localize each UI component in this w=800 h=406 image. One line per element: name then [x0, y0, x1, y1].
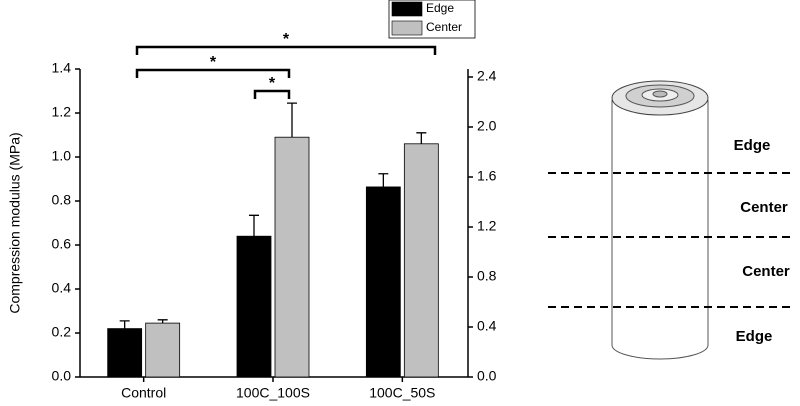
diagram-labels: Edge Center Center Edge	[734, 137, 790, 345]
y2-tick-label: 0.0	[477, 368, 497, 384]
bar	[107, 328, 143, 378]
legend-label: Edge	[426, 1, 454, 15]
dividers	[548, 172, 790, 308]
cylinder-body	[611, 100, 709, 360]
legend-swatch	[391, 1, 423, 17]
bar	[365, 186, 401, 378]
y-axis-label: Compression modulus (MPa)	[7, 132, 23, 313]
y-tick-label: 1.4	[52, 60, 72, 76]
significance-label: *	[269, 75, 276, 92]
y2-tick-label: 2.4	[477, 68, 497, 84]
y2-tick-label: 1.6	[477, 168, 497, 184]
bar	[274, 136, 310, 378]
error-bar	[287, 102, 297, 138]
y2-tick-label: 0.8	[477, 268, 497, 284]
y2-tick-label: 2.0	[477, 118, 497, 134]
y-tick-label: 0.6	[52, 236, 72, 252]
bar	[403, 143, 439, 378]
error-bar	[249, 214, 259, 237]
significance-bracket	[253, 89, 291, 99]
y-tick-label: 1.0	[52, 148, 72, 164]
y2-tick-label: 0.4	[477, 318, 497, 334]
y-tick-label: 1.2	[52, 104, 72, 120]
legend-label: Center	[426, 20, 462, 34]
diagram-label: Center	[742, 263, 790, 280]
significance-label: *	[283, 31, 290, 48]
y-tick-label: 0.2	[52, 324, 72, 340]
y-tick-label: 0.8	[52, 192, 72, 208]
y2-tick-label: 1.2	[477, 218, 497, 234]
x-tick-label: 100C_50S	[369, 385, 435, 401]
x-tick-label: Control	[121, 385, 166, 401]
x-tick-label: 100C_100S	[236, 385, 310, 401]
y-tick-label: 0.0	[52, 368, 72, 384]
cylinder-pattern	[652, 90, 668, 98]
significance-bracket	[135, 68, 291, 78]
legend-swatch	[391, 20, 423, 36]
bar	[145, 322, 181, 378]
significance-label: *	[210, 54, 217, 71]
error-bar	[157, 319, 168, 324]
error-bar	[416, 132, 427, 144]
y-tick-label: 0.4	[52, 280, 72, 296]
cylinder	[611, 80, 709, 360]
diagram-label: Center	[740, 199, 788, 216]
error-bar	[119, 320, 130, 329]
bar	[236, 235, 272, 378]
error-bar	[378, 173, 389, 187]
significance-bracket	[135, 45, 437, 55]
diagram-label: Edge	[736, 328, 773, 345]
diagram-label: Edge	[734, 137, 771, 154]
